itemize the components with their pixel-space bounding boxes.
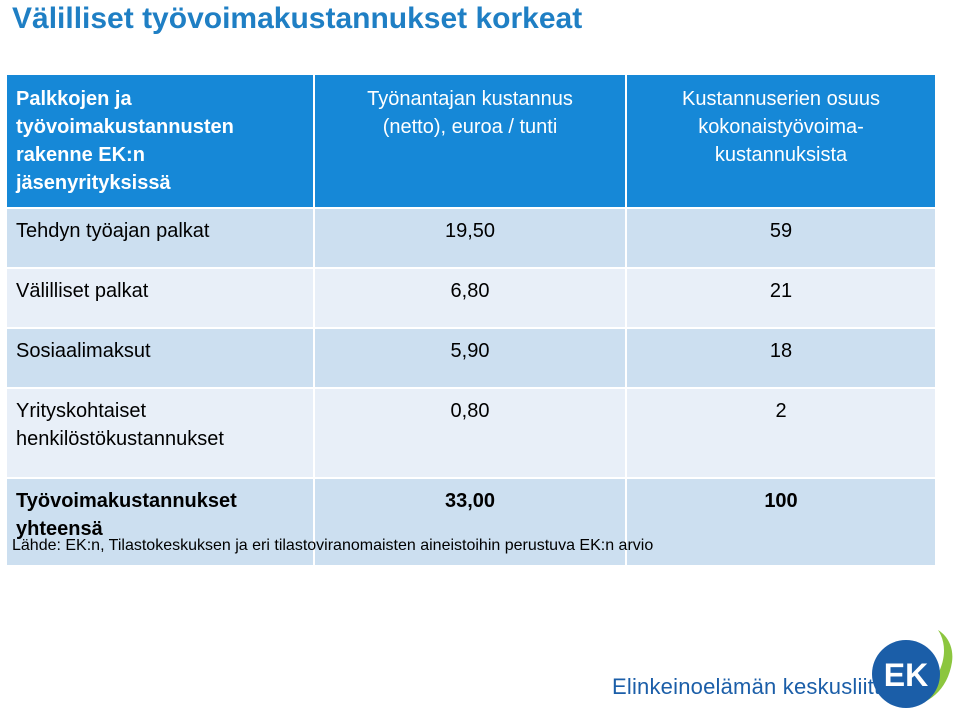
logo-text: EK (884, 657, 928, 693)
row-label: Työvoimakustannukset yhteensä (5, 477, 315, 567)
table-row: Tehdyn työajan palkat 19,50 59 (5, 207, 937, 269)
row-cost: 5,90 (313, 327, 627, 389)
ek-logo-icon: EK (872, 630, 953, 708)
row-cost: 19,50 (313, 207, 627, 269)
row-cost: 33,00 (313, 477, 627, 567)
row-share: 21 (625, 267, 937, 329)
brand-name: Elinkeinoelämän keskusliitto (612, 674, 893, 699)
table-row: Sosiaalimaksut 5,90 18 (5, 327, 937, 389)
header-cost-share: Kustannuserien osuus kokonaistyövoima- k… (625, 73, 937, 209)
header-employer-cost: Työnantajan kustannus (netto), euroa / t… (313, 73, 627, 209)
source-note: Lähde: EK:n, Tilastokeskuksen ja eri til… (12, 537, 654, 554)
row-share: 18 (625, 327, 937, 389)
table-header-row: Palkkojen ja työvoimakustannusten rakenn… (5, 73, 937, 209)
row-share: 100 (625, 477, 937, 567)
header-structure: Palkkojen ja työvoimakustannusten rakenn… (5, 73, 315, 209)
row-share: 2 (625, 387, 937, 479)
table-row: Yrityskohtaiset henkilöstökustannukset 0… (5, 387, 937, 479)
cost-table: Palkkojen ja työvoimakustannusten rakenn… (5, 73, 937, 567)
logo-circle (872, 640, 940, 708)
row-share: 59 (625, 207, 937, 269)
row-label: Yrityskohtaiset henkilöstökustannukset (5, 387, 315, 479)
row-cost: 0,80 (313, 387, 627, 479)
table-row-total: Työvoimakustannukset yhteensä 33,00 100 (5, 477, 937, 567)
row-label: Tehdyn työajan palkat (5, 207, 315, 269)
row-label: Sosiaalimaksut (5, 327, 315, 389)
row-cost: 6,80 (313, 267, 627, 329)
row-label: Välilliset palkat (5, 267, 315, 329)
table-row: Välilliset palkat 6,80 21 (5, 267, 937, 329)
page-title: Välilliset työvoimakustannukset korkeat (12, 2, 583, 35)
